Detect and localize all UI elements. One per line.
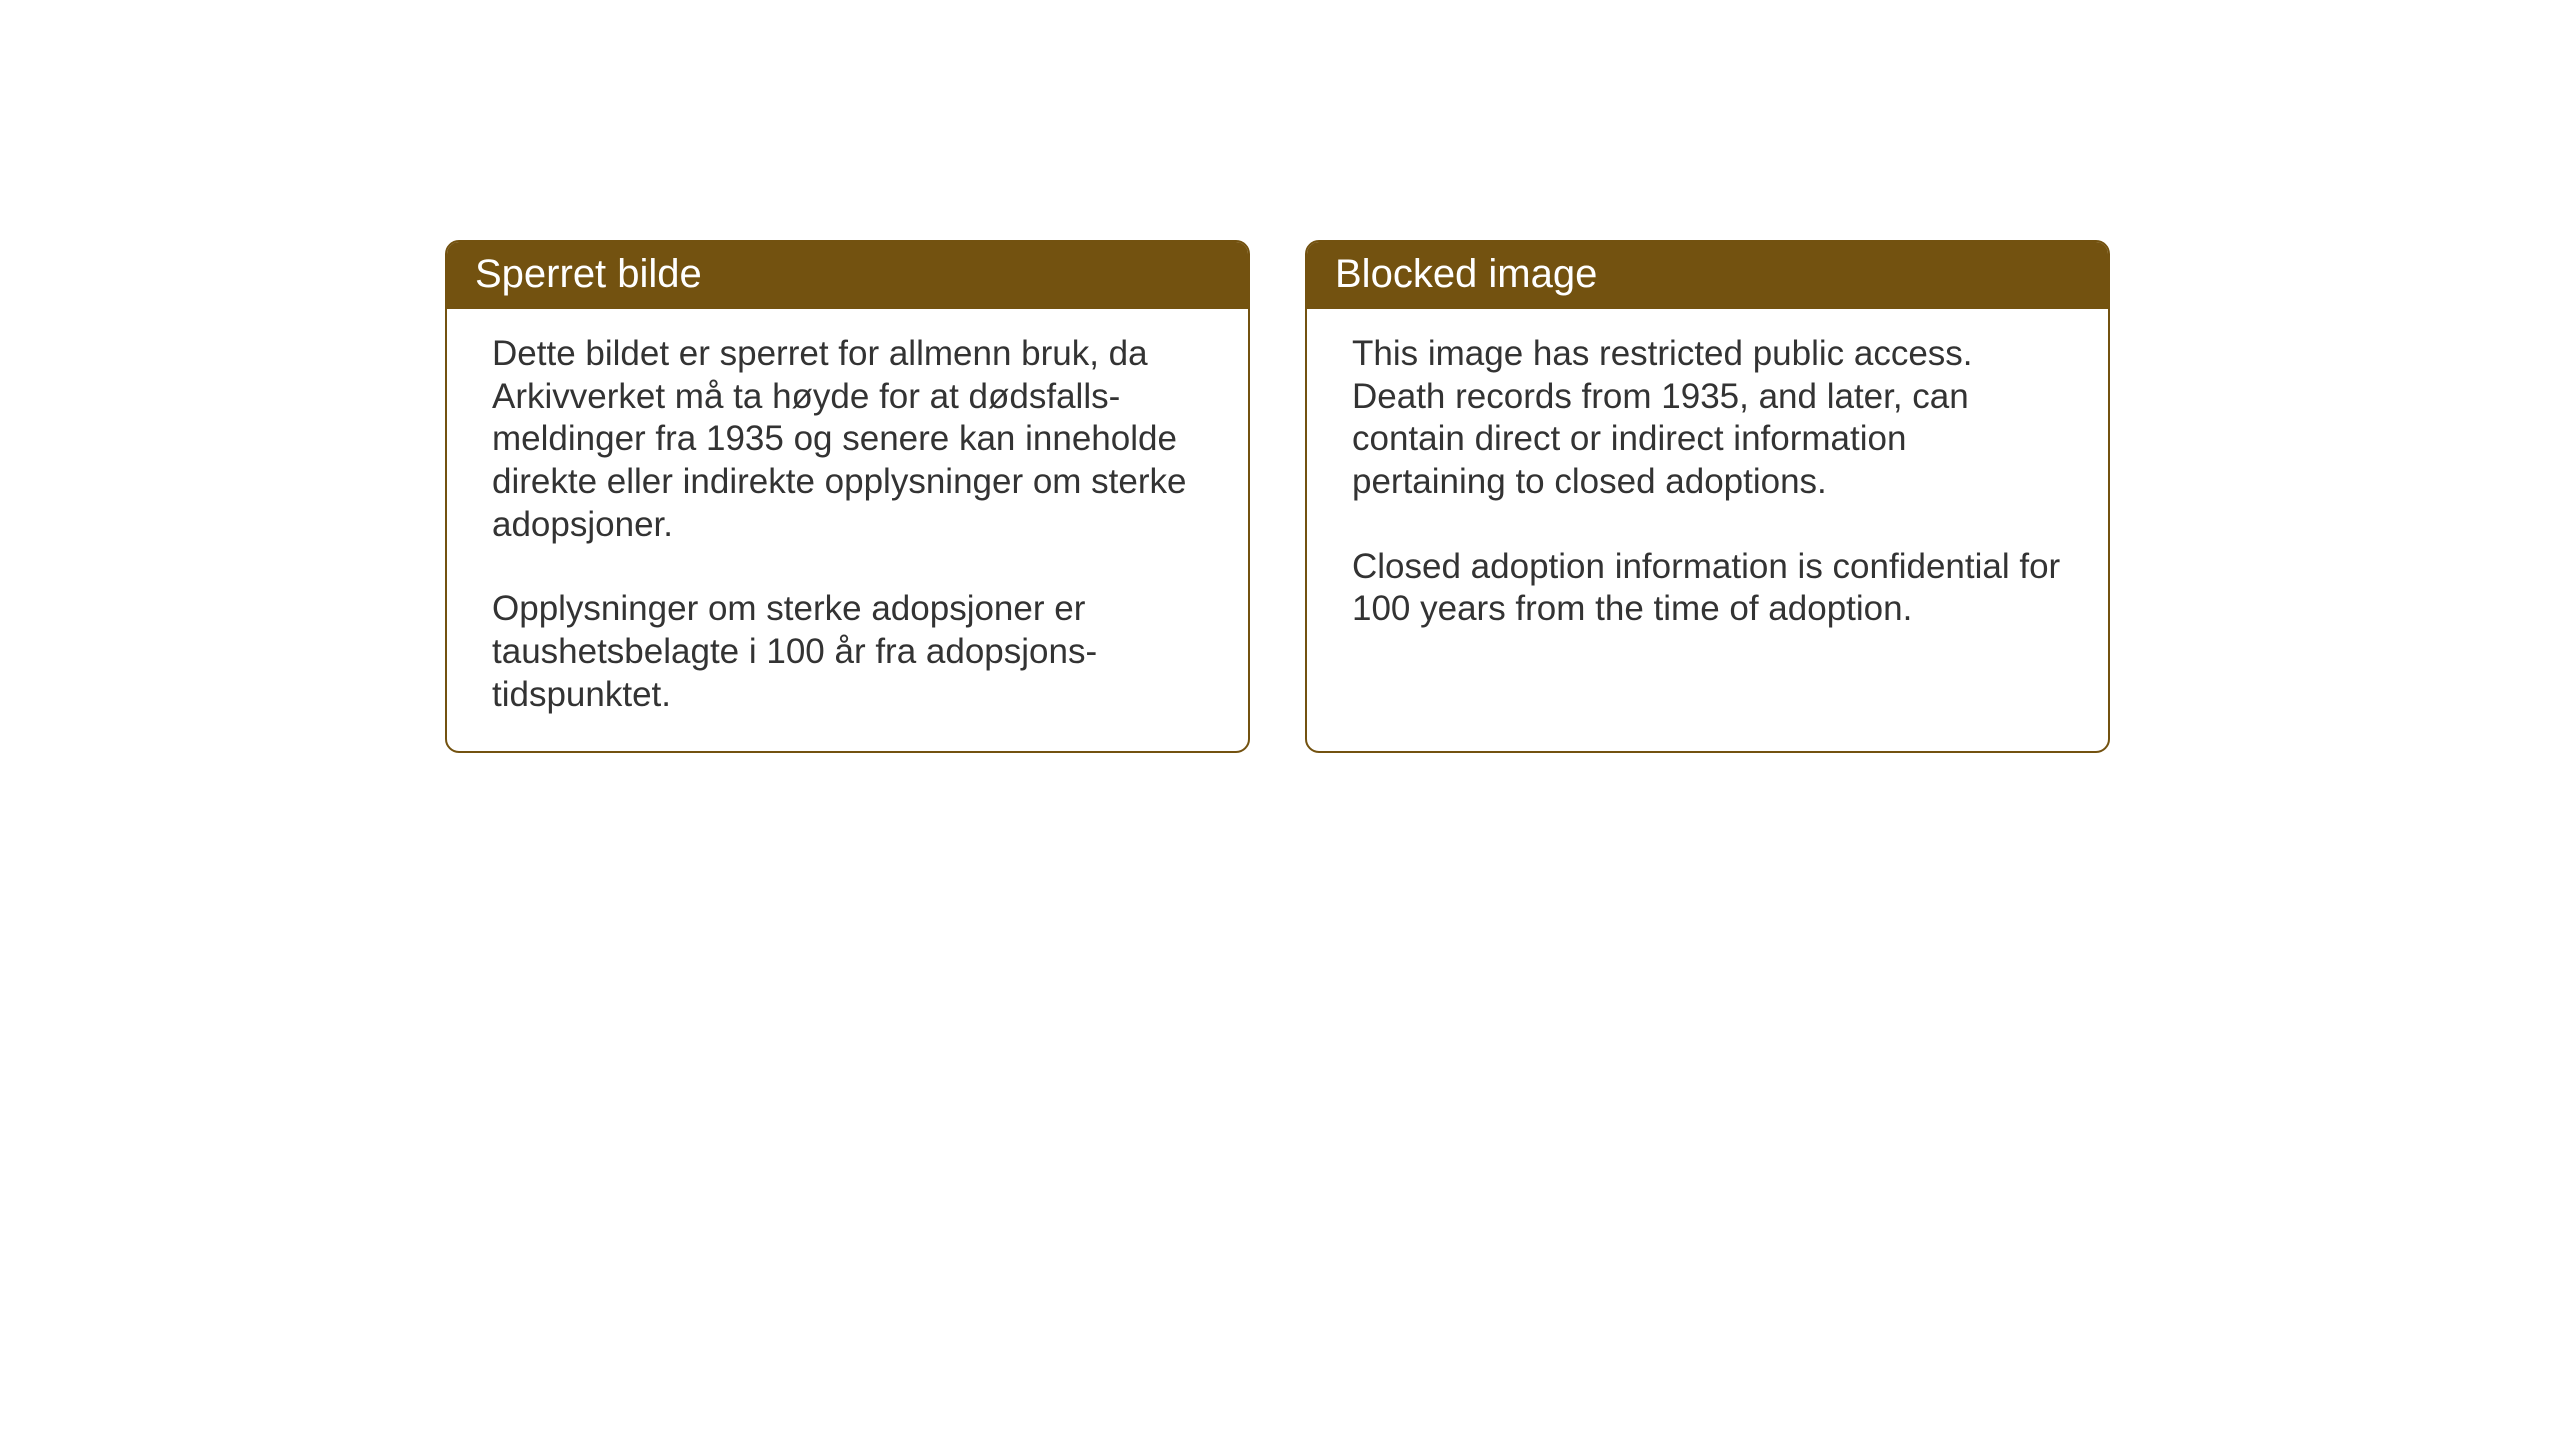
notice-paragraph-1-norwegian: Dette bildet er sperret for allmenn bruk… <box>492 333 1203 546</box>
notice-paragraph-2-english: Closed adoption information is confident… <box>1352 546 2063 631</box>
notice-container: Sperret bilde Dette bildet er sperret fo… <box>445 240 2110 753</box>
notice-card-norwegian: Sperret bilde Dette bildet er sperret fo… <box>445 240 1250 753</box>
notice-paragraph-2-norwegian: Opplysninger om sterke adopsjoner er tau… <box>492 588 1203 716</box>
notice-title-norwegian: Sperret bilde <box>447 242 1248 309</box>
notice-paragraph-1-english: This image has restricted public access.… <box>1352 333 2063 504</box>
notice-body-english: This image has restricted public access.… <box>1307 309 2108 665</box>
notice-title-english: Blocked image <box>1307 242 2108 309</box>
notice-body-norwegian: Dette bildet er sperret for allmenn bruk… <box>447 309 1248 751</box>
notice-card-english: Blocked image This image has restricted … <box>1305 240 2110 753</box>
